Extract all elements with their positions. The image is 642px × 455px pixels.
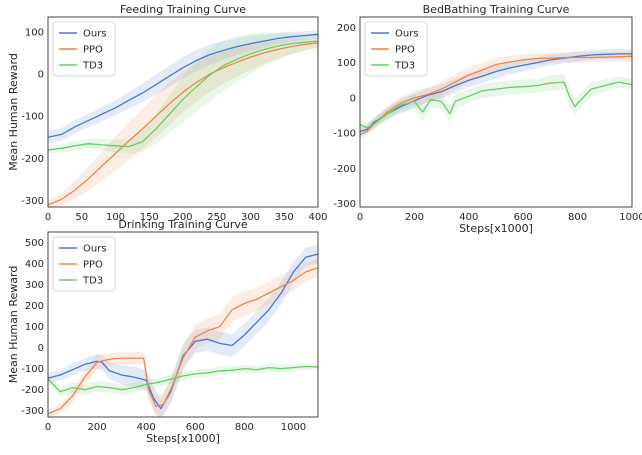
y-tick-label: 200 — [25, 301, 44, 312]
chart-title: Drinking Training Curve — [118, 218, 247, 231]
series-line-ppo — [360, 55, 632, 136]
y-tick-label: -200 — [21, 385, 44, 396]
series-line-ours — [360, 53, 632, 133]
x-axis-label: Steps[x1000] — [146, 432, 220, 445]
x-tick-label: 0 — [45, 422, 51, 433]
legend-label: TD3 — [394, 61, 415, 72]
legend: Ours PPO TD3 — [364, 21, 428, 77]
x-tick-label: 250 — [207, 212, 226, 223]
plot-area — [360, 49, 632, 140]
series-band-td3 — [48, 32, 318, 155]
plot-frame — [47, 231, 319, 418]
x-tick-label: 600 — [186, 422, 205, 433]
legend-label: PPO — [83, 45, 103, 56]
y-tick-label: 300 — [25, 280, 44, 291]
chart-title: BedBathing Training Curve — [423, 3, 570, 16]
legend-label: PPO — [395, 45, 415, 56]
y-tick-label: 100 — [25, 322, 44, 333]
y-tick-label: 500 — [25, 238, 44, 249]
x-tick-label: 350 — [275, 212, 294, 223]
series-band-ppo — [48, 37, 318, 207]
x-tick-label: 300 — [241, 212, 260, 223]
y-tick-label: -200 — [21, 154, 44, 165]
y-tick-label: 100 — [337, 58, 356, 69]
legend-label: Ours — [83, 244, 107, 255]
legend-box — [52, 21, 116, 77]
y-tick-label: 0 — [38, 343, 44, 354]
series-line-ppo — [48, 42, 318, 206]
plot-area — [48, 244, 318, 417]
series-band-ppo — [48, 258, 318, 417]
series-band-ours — [48, 244, 318, 417]
legend-box — [52, 236, 116, 292]
series-line-td3 — [360, 81, 632, 129]
legend: Ours PPO TD3 — [52, 236, 116, 292]
y-tick-label: 400 — [25, 259, 44, 270]
chart-panel-2: BedBathing Training Curve Steps[x1000] 0 20… — [333, 3, 642, 235]
x-tick-label: 800 — [235, 422, 254, 433]
plot-frame — [47, 16, 319, 208]
y-tick-label: 200 — [337, 23, 356, 34]
y-tick-label: -100 — [21, 364, 44, 375]
plot-frame — [359, 16, 633, 208]
series-band-td3 — [360, 74, 632, 133]
chart-title: Feeding Training Curve — [120, 3, 246, 16]
x-tick-label: 100 — [106, 212, 125, 223]
legend-label: TD3 — [82, 61, 103, 72]
y-axis-label: Mean Human Reward — [7, 266, 20, 384]
chart-panel-3: Drinking Training Curve Steps[x1000] Mean … — [7, 218, 319, 445]
series-line-ppo — [48, 267, 318, 415]
series-line-td3 — [48, 365, 318, 393]
x-tick-label: 400 — [308, 212, 327, 223]
x-tick-label: 1000 — [619, 212, 642, 223]
x-tick-label: 200 — [173, 212, 192, 223]
legend-label: Ours — [395, 29, 419, 40]
y-tick-label: 100 — [25, 27, 44, 38]
legend-label: Ours — [83, 29, 107, 40]
y-tick-label: -100 — [333, 129, 356, 140]
x-tick-label: 800 — [568, 212, 587, 223]
y-tick-label: -300 — [21, 406, 44, 417]
y-tick-label: 0 — [38, 70, 44, 81]
x-tick-label: 50 — [75, 212, 88, 223]
series-band-ours — [48, 30, 318, 144]
y-tick-label: -300 — [333, 199, 356, 210]
y-tick-label: -100 — [21, 112, 44, 123]
x-tick-label: 0 — [357, 212, 363, 223]
chart-panel-1: Feeding Training Curve Mean Human Reward 0… — [7, 3, 328, 223]
x-tick-label: 600 — [514, 212, 533, 223]
y-tick-label: -300 — [21, 196, 44, 207]
x-tick-label: 200 — [405, 212, 424, 223]
series-line-ours — [48, 33, 318, 138]
legend: Ours PPO TD3 — [52, 21, 116, 77]
y-axis-label: Mean Human Reward — [7, 53, 20, 171]
legend-box — [364, 21, 428, 77]
x-tick-label: 150 — [140, 212, 159, 223]
legend-label: PPO — [83, 260, 103, 271]
y-tick-label: 0 — [350, 93, 356, 104]
x-tick-label: 400 — [459, 212, 478, 223]
series-line-ours — [48, 253, 318, 410]
series-line-td3 — [48, 40, 318, 151]
y-tick-label: -200 — [333, 164, 356, 175]
x-tick-label: 200 — [88, 422, 107, 433]
series-band-ppo — [360, 51, 632, 140]
x-tick-label: 400 — [137, 422, 156, 433]
legend-label: TD3 — [82, 276, 103, 287]
x-axis-label: Steps[x1000] — [459, 222, 533, 235]
x-tick-label: 1000 — [281, 422, 306, 433]
plot-area — [48, 30, 318, 207]
x-tick-label: 0 — [45, 212, 51, 223]
